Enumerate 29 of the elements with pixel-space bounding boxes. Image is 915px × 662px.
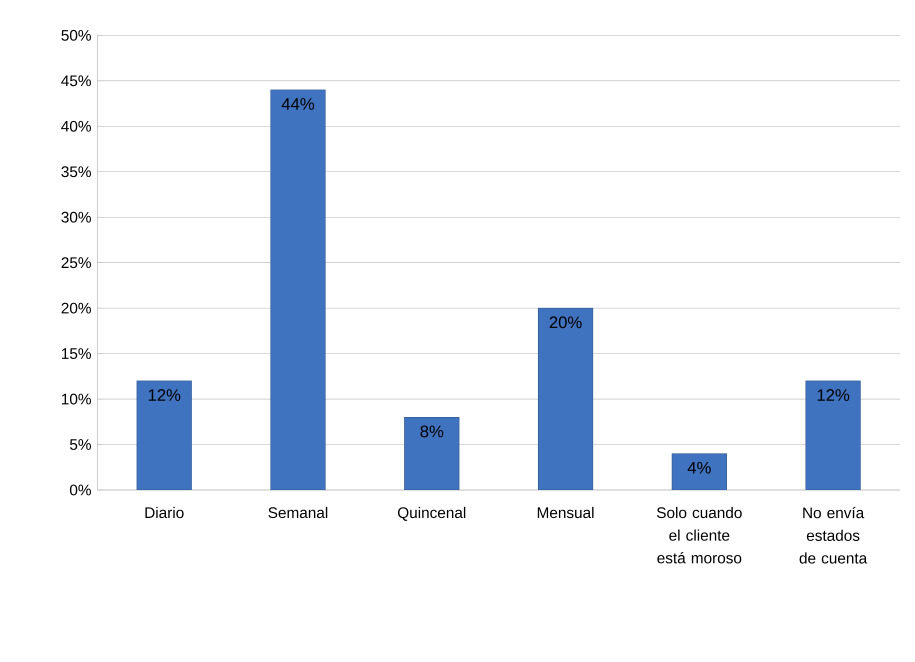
- x-tick-label: Mensual: [538, 506, 594, 518]
- y-tick-label: 5%: [70, 439, 91, 450]
- bar: [136, 380, 192, 490]
- y-tick-label: 45%: [61, 75, 91, 86]
- data-label: 20%: [550, 316, 582, 328]
- y-tick-label: 50%: [61, 30, 91, 41]
- data-label: 12%: [818, 389, 850, 401]
- bar: [806, 380, 861, 490]
- y-tick-label: 30%: [61, 212, 91, 223]
- x-tick-label: Semanal: [268, 506, 328, 518]
- y-tick-label: 25%: [62, 257, 91, 268]
- data-label: 12%: [148, 389, 180, 401]
- y-tick-label: 10%: [62, 394, 91, 404]
- x-tick-label: No envía estados de cuenta: [800, 506, 868, 564]
- y-tick-label: 20%: [62, 302, 91, 314]
- x-tick-label: Quincenal: [398, 506, 466, 521]
- bar: [270, 90, 326, 490]
- x-tick-label: Diario: [145, 506, 184, 518]
- y-tick-label: 35%: [61, 166, 91, 178]
- y-tick-label: 15%: [62, 348, 91, 359]
- bar: [404, 416, 460, 490]
- bar: [672, 453, 727, 490]
- y-tick-label: 0%: [70, 484, 91, 496]
- data-label: 44%: [282, 98, 314, 110]
- y-tick-label: 40%: [61, 120, 91, 132]
- x-tick-label: Solo cuando el cliente está moroso: [656, 506, 742, 564]
- data-label: 8%: [420, 426, 444, 438]
- data-label: 4%: [688, 462, 711, 474]
- bar: [538, 308, 594, 490]
